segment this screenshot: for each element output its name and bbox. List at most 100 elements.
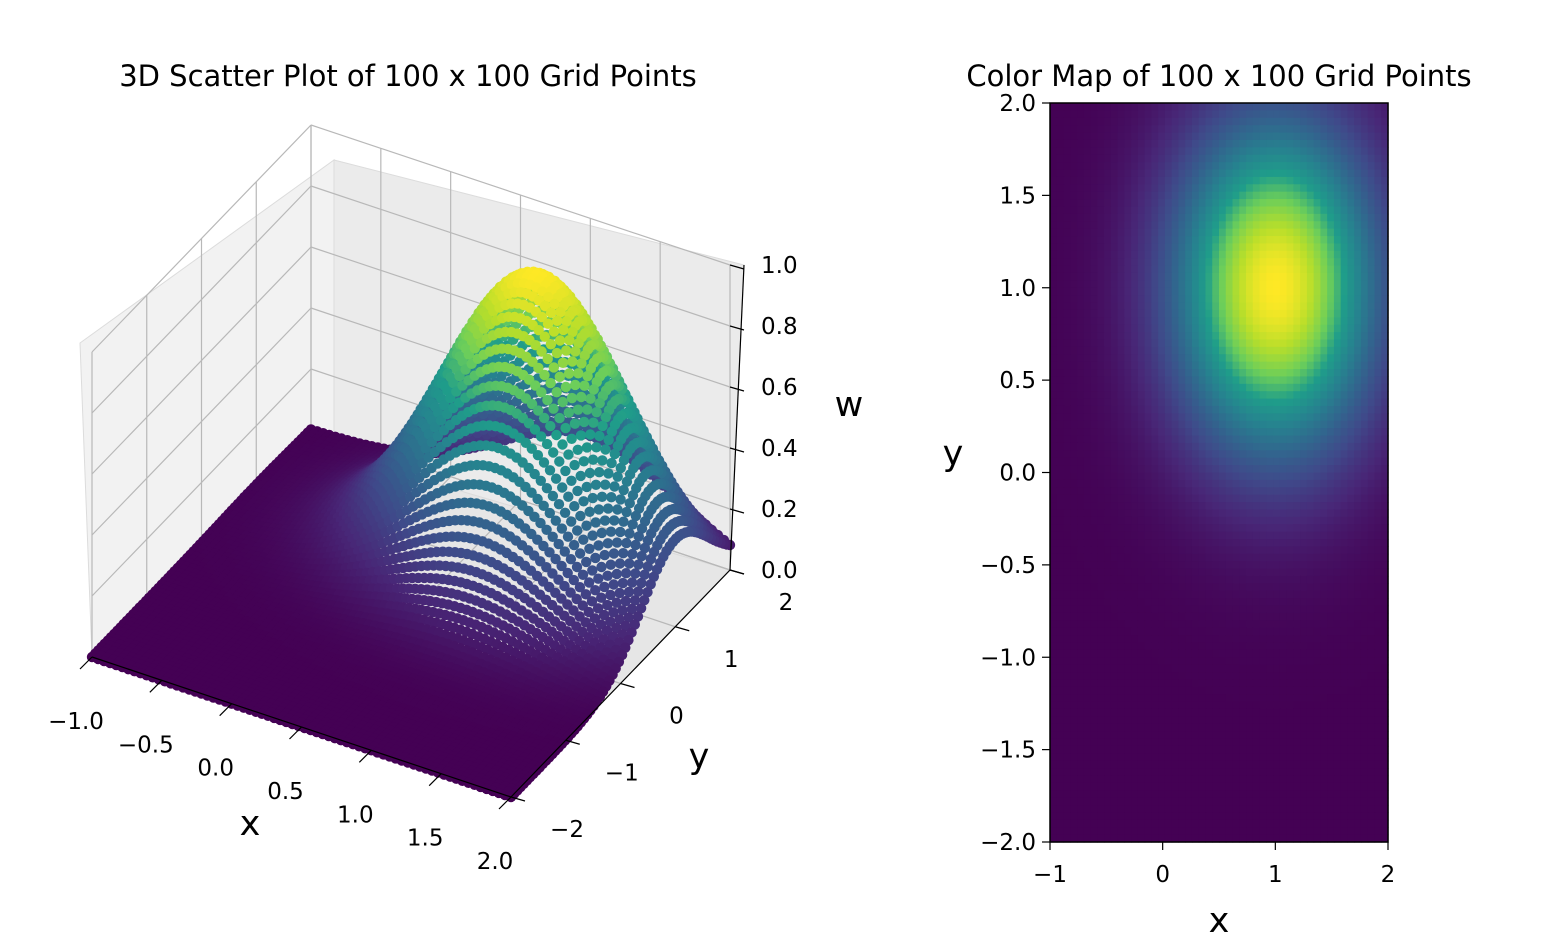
surface-point <box>569 501 580 512</box>
surface-point <box>578 456 590 467</box>
surface-point <box>623 586 635 598</box>
surface-point <box>593 504 605 515</box>
surface-point <box>590 479 602 490</box>
surface-point <box>621 476 633 487</box>
surface-point <box>605 559 616 570</box>
surface-point <box>554 371 565 382</box>
surface-point <box>575 470 586 482</box>
surface-point <box>561 316 572 327</box>
surface-point <box>457 356 468 367</box>
surface-point <box>606 426 618 437</box>
surface-point <box>593 540 604 551</box>
tick-mark <box>620 682 635 689</box>
surface-point <box>618 484 629 496</box>
surface-point <box>557 439 568 450</box>
surface-point <box>627 519 638 530</box>
surface-point <box>569 418 581 429</box>
surface-point <box>584 543 595 554</box>
y-tick-label: 2 <box>779 590 794 616</box>
surface-point <box>555 307 566 318</box>
surface-point <box>548 362 559 373</box>
heatmap-cell <box>1056 103 1065 111</box>
z-tick-label: 1.0 <box>761 253 798 279</box>
surface-point <box>551 387 562 398</box>
surface-point <box>566 516 577 527</box>
surface-point <box>605 526 617 537</box>
scatter3d-ylabel: y <box>689 737 710 777</box>
surface-point <box>609 448 620 460</box>
surface-point <box>557 396 568 408</box>
surface-point <box>558 324 569 336</box>
heatmap-panel: Color Map of 100 x 100 Grid Points −1 0 1 2… <box>943 59 1472 941</box>
surface-point <box>618 516 629 527</box>
surface-point <box>594 430 605 442</box>
surface-point <box>590 552 601 564</box>
surface-point <box>621 506 632 518</box>
surface-point <box>567 356 578 367</box>
surface-point <box>611 537 623 548</box>
surface-point <box>584 506 595 517</box>
x-tick-label: 1.0 <box>337 802 374 828</box>
surface-point <box>615 526 626 538</box>
surface-point <box>541 438 553 450</box>
heatmap-cell <box>1090 103 1098 111</box>
surface-point <box>585 393 596 404</box>
gridline <box>310 124 731 266</box>
surface-point <box>615 462 626 474</box>
surface-point <box>563 407 574 418</box>
surface-point <box>574 548 586 559</box>
surface-point <box>633 559 644 570</box>
surface-point <box>551 429 562 441</box>
x-tick-label: 0.5 <box>267 779 304 805</box>
surface-point <box>581 481 592 493</box>
z-tick-label: 0.0 <box>761 558 798 584</box>
surface-point <box>545 420 556 432</box>
surface-points <box>86 266 736 803</box>
surface-point <box>550 473 562 484</box>
surface-point <box>567 326 578 338</box>
surface-point <box>611 568 622 580</box>
surface-point <box>545 339 557 350</box>
x-tick-label: 0.0 <box>197 756 234 782</box>
surface-point <box>563 449 574 460</box>
surface-point <box>548 403 559 414</box>
surface-point <box>554 456 565 467</box>
surface-point <box>594 398 605 409</box>
surface-point <box>614 558 626 569</box>
surface-point <box>582 404 593 415</box>
surface-point <box>575 510 586 522</box>
surface-point <box>572 404 584 415</box>
surface-point <box>618 548 629 559</box>
surface-point <box>554 335 566 346</box>
surface-point <box>554 412 565 424</box>
surface-point <box>624 558 635 569</box>
surface-point <box>630 510 642 522</box>
surface-point <box>624 498 635 509</box>
surface-point <box>560 381 572 393</box>
heatmap-cell <box>1070 103 1078 111</box>
surface-point <box>575 430 587 441</box>
surface-point <box>612 504 623 515</box>
surface-point <box>543 292 554 303</box>
surface-point <box>572 444 583 455</box>
x-tick-label: 2.0 <box>477 849 514 875</box>
tick-mark <box>729 569 745 575</box>
surface-point <box>561 345 572 356</box>
surface-point <box>566 392 578 404</box>
surface-point <box>553 499 565 510</box>
surface-point <box>573 368 584 379</box>
heatmap-cell <box>1050 103 1058 111</box>
heatmap-cell <box>1077 103 1085 111</box>
surface-point <box>630 568 641 579</box>
surface-point <box>572 485 583 497</box>
surface-point <box>630 539 641 551</box>
surface-point <box>560 422 571 434</box>
surface-point <box>542 318 554 329</box>
surface-point <box>596 491 608 502</box>
scatter3d-xlabel: x <box>240 804 261 844</box>
surface-point <box>539 331 550 342</box>
surface-point <box>633 531 644 542</box>
scatter3d-panel: 3D Scatter Plot of 100 x 100 Grid Points… <box>48 59 863 875</box>
surface-point <box>549 298 560 310</box>
